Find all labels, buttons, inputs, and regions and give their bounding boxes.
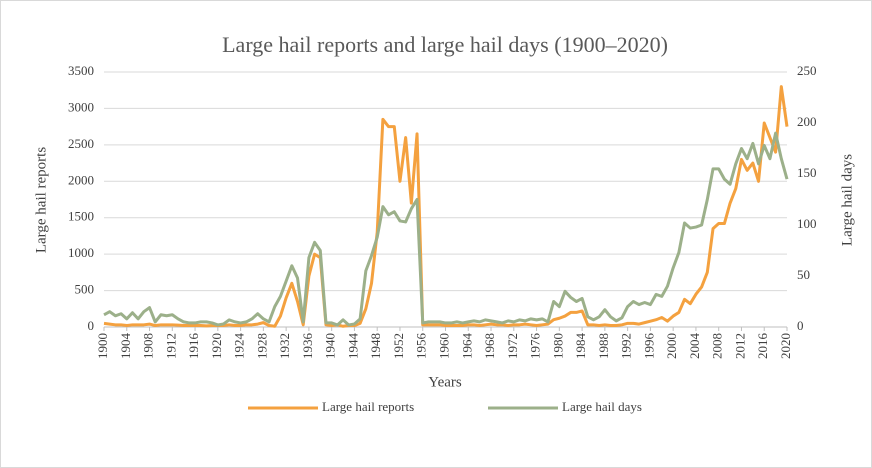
x-tick-label: 1996 <box>641 333 656 360</box>
x-tick-label: 1960 <box>436 333 451 359</box>
x-tick-label: 1936 <box>300 333 315 360</box>
x-axis-title: Years <box>428 374 462 390</box>
x-tick-label: 1920 <box>209 333 224 359</box>
x-tick-label: 1972 <box>505 333 520 359</box>
y-tick-label: 3500 <box>68 63 94 78</box>
y2-axis-title: Large hail days <box>839 154 855 246</box>
x-tick-label: 1916 <box>186 333 201 360</box>
y-tick-label: 2500 <box>68 136 94 151</box>
x-tick-label: 1904 <box>118 333 133 360</box>
legend-label: Large hail days <box>562 399 642 414</box>
x-tick-label: 1940 <box>323 333 338 359</box>
y2-tick-label: 250 <box>797 63 817 78</box>
y-tick-label: 3000 <box>68 99 94 114</box>
x-tick-label: 2020 <box>778 333 793 359</box>
y2-tick-label: 150 <box>797 165 817 180</box>
x-tick-label: 1924 <box>232 333 247 360</box>
x-tick-label: 1980 <box>550 333 565 359</box>
x-tick-label: 1968 <box>482 333 497 359</box>
y-tick-label: 2000 <box>68 172 94 187</box>
x-tick-label: 1956 <box>414 333 429 360</box>
y-tick-label: 1500 <box>68 209 94 224</box>
x-tick-label: 1984 <box>573 333 588 360</box>
x-tick-label: 1952 <box>391 333 406 359</box>
x-tick-label: 1944 <box>345 333 360 360</box>
y2-tick-label: 100 <box>797 216 817 231</box>
series-line <box>103 131 789 327</box>
y2-tick-label: 200 <box>797 114 817 129</box>
x-tick-label: 1912 <box>163 333 178 359</box>
y2-tick-label: 0 <box>797 318 804 333</box>
x-tick-label: 2008 <box>710 333 725 359</box>
y2-tick-label: 50 <box>797 267 810 282</box>
x-tick-label: 2000 <box>664 333 679 359</box>
x-tick-label: 1964 <box>459 333 474 360</box>
y-tick-label: 0 <box>88 318 95 333</box>
y-tick-label: 500 <box>75 282 95 297</box>
chart-title: Large hail reports and large hail days (… <box>222 32 668 57</box>
x-tick-label: 1900 <box>95 333 110 359</box>
x-tick-label: 1948 <box>368 333 383 359</box>
x-tick-label: 1932 <box>277 333 292 359</box>
legend-label: Large hail reports <box>322 399 414 414</box>
x-tick-label: 1928 <box>254 333 269 359</box>
y-tick-label: 1000 <box>68 245 94 260</box>
x-tick-label: 1908 <box>141 333 156 359</box>
x-tick-label: 1976 <box>528 333 543 360</box>
x-tick-label: 2004 <box>687 333 702 360</box>
x-tick-label: 2012 <box>732 333 747 359</box>
x-tick-label: 1988 <box>596 333 611 359</box>
x-tick-label: 1992 <box>619 333 634 359</box>
x-tick-label: 2016 <box>755 333 770 360</box>
y-axis-title: Large hail reports <box>33 147 49 254</box>
